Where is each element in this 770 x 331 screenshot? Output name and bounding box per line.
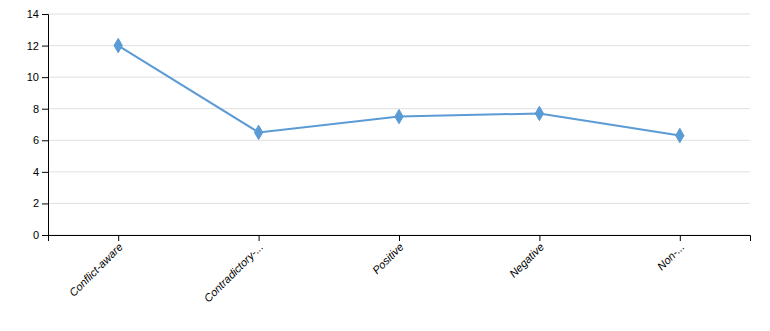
x-tick: Non-... [655, 235, 687, 272]
y-tick: 2 [33, 197, 48, 209]
x-tick-mark [680, 235, 681, 241]
y-tick: 6 [33, 134, 48, 146]
x-tick-label: Non-... [655, 241, 687, 273]
point [676, 128, 684, 142]
series [114, 38, 684, 142]
grid-line [48, 14, 750, 15]
point [114, 38, 122, 52]
y-tick: 10 [27, 71, 48, 83]
x-tick-label: Negative [507, 241, 546, 280]
grid-line [48, 171, 750, 172]
y-tick-label: 0 [33, 229, 39, 241]
y-tick: 12 [27, 40, 48, 52]
chart: 0 2 4 6 8 10 12 14 Conflict-aware Contradictory-.… [0, 0, 770, 331]
x-tick-mark [399, 235, 400, 241]
x-tick-label: Contradictory-... [202, 241, 266, 305]
y-tick-label: 10 [27, 71, 39, 83]
plot-area: 0 2 4 6 8 10 12 14 Conflict-aware Contradictory-.… [27, 8, 751, 304]
grid-line [48, 140, 750, 141]
x-tick-mark [259, 235, 260, 241]
y-tick-mark [42, 203, 48, 204]
y-tick-label: 12 [27, 40, 39, 52]
y-tick-mark [42, 235, 48, 236]
y-tick: 4 [33, 166, 48, 178]
x-tick: Conflict-aware [67, 235, 125, 299]
y-tick-label: 8 [33, 103, 39, 115]
x-tick-label: Conflict-aware [67, 241, 125, 299]
y-axis-line [42, 15, 49, 236]
y-tick: 0 [33, 229, 48, 241]
y-tick-mark [42, 77, 48, 78]
line [118, 46, 680, 136]
x-tick: Negative [507, 235, 546, 280]
point [535, 106, 543, 120]
grid [48, 14, 750, 235]
y-tick: 14 [27, 8, 48, 20]
y-tick-mark [42, 109, 48, 110]
y-tick-label: 6 [33, 134, 39, 146]
grid-line [48, 45, 750, 46]
x-tick: Positive [370, 235, 406, 276]
x-axis-line [49, 236, 751, 242]
y-tick: 8 [33, 103, 48, 115]
point [254, 125, 262, 139]
x-axis: Conflict-aware Contradictory-... Positive N… [49, 235, 751, 304]
y-tick-mark [42, 172, 48, 173]
x-tick-label: Positive [370, 241, 406, 277]
y-tick-mark [42, 140, 48, 141]
y-tick-label: 2 [33, 197, 39, 209]
x-tick-mark [118, 235, 119, 241]
grid-line [48, 77, 750, 78]
grid-line [48, 203, 750, 204]
y-tick-label: 14 [27, 8, 39, 20]
y-tick-mark [42, 14, 48, 15]
y-tick-label: 4 [33, 166, 39, 178]
point [395, 109, 403, 123]
x-tick-mark [539, 235, 540, 241]
y-tick-mark [42, 46, 48, 47]
x-tick: Contradictory-... [202, 235, 266, 304]
y-axis: 0 2 4 6 8 10 12 14 [27, 8, 49, 241]
